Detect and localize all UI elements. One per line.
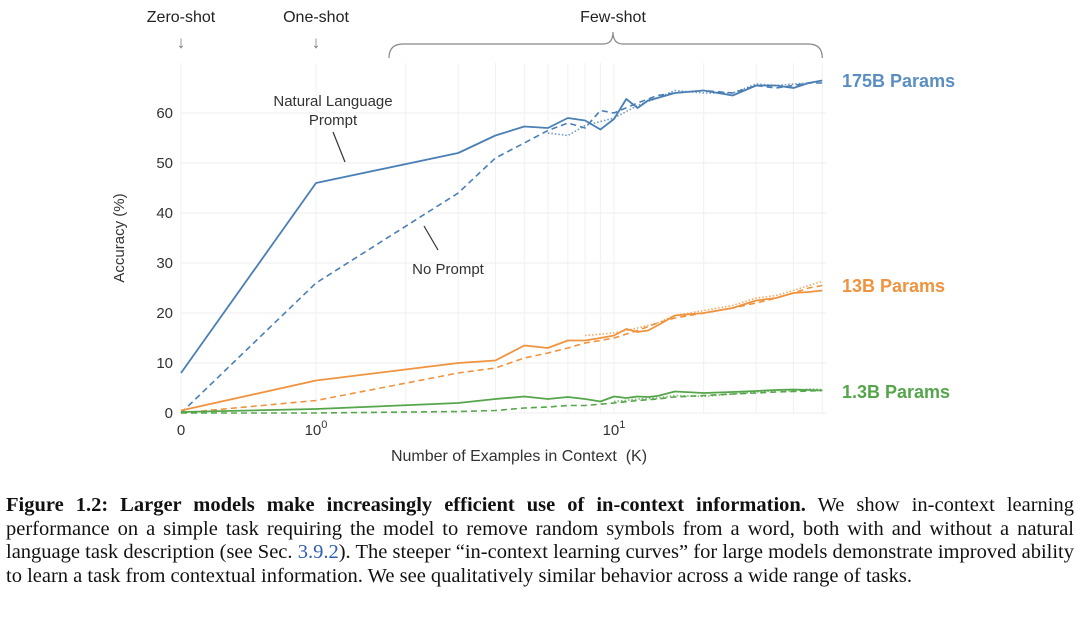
series-line-13B-dotted (585, 280, 823, 337)
y-tick-label: 0 (165, 405, 173, 422)
grid (180, 63, 826, 414)
caption-section-link[interactable]: 3.9.2 (297, 541, 339, 563)
chart: 0 10 20 30 40 50 60 0 100 101 Zero-shot ↓ One-shot ↓… (111, 9, 955, 465)
x-axis-label: Number of Examples in Context (K) (391, 448, 647, 465)
down-arrow-icon: ↓ (177, 33, 186, 52)
x-tick-label: 100 (305, 419, 328, 439)
model-label: 175B Params (842, 71, 955, 91)
caption-text-1: We show in-context learning performance … (6, 494, 1074, 563)
y-tick-label: 20 (156, 305, 173, 322)
series-layer (180, 79, 823, 414)
caption-text-2: ). The steeper “in-context learning curv… (6, 541, 1074, 587)
annotation-label: Natural Language Prompt (273, 93, 392, 129)
model-label: 1.3B Params (842, 382, 950, 402)
region-label-few-shot: Few-shot (580, 9, 646, 26)
series-line-175B-solid (180, 79, 823, 374)
annotations: Natural Language Prompt No Prompt (273, 93, 484, 278)
y-tick-label: 30 (156, 255, 173, 272)
series-line-175B-dashed (180, 82, 823, 414)
x-tick-label: 101 (603, 419, 626, 439)
series-line-175B-dotted (547, 79, 823, 137)
figure-caption: Figure 1.2: Larger models make increasin… (6, 494, 1074, 588)
annotation-leader-line (332, 131, 346, 163)
few-shot-brace (388, 31, 823, 59)
y-tick-label: 50 (156, 155, 173, 172)
model-labels: 175B Params 13B Params 1.3B Params (842, 71, 955, 402)
shot-regions: Zero-shot ↓ One-shot ↓ Few-shot (147, 9, 823, 59)
annotation-label: No Prompt (412, 261, 485, 278)
series-line-1.3B-dashed (181, 389, 823, 414)
series-line-13B-dashed (180, 284, 823, 414)
series-line-1.3B-dotted (613, 388, 823, 403)
series-line-13B-solid (180, 289, 823, 412)
y-tick-label: 10 (156, 355, 173, 372)
series-line-1.3B-solid (180, 388, 823, 413)
annotation-leader-line (423, 225, 439, 251)
y-tick-label: 40 (156, 205, 173, 222)
y-axis-label: Accuracy (%) (111, 193, 128, 282)
region-label-one-shot: One-shot (283, 9, 349, 26)
caption-lead: Figure 1.2: Larger models make increasin… (6, 494, 806, 516)
region-label-zero-shot: Zero-shot (147, 9, 216, 26)
x-tick-label: 0 (177, 422, 185, 439)
model-label: 13B Params (842, 276, 945, 296)
plot-area (181, 63, 826, 413)
down-arrow-icon: ↓ (312, 33, 321, 52)
y-tick-label: 60 (156, 105, 173, 122)
